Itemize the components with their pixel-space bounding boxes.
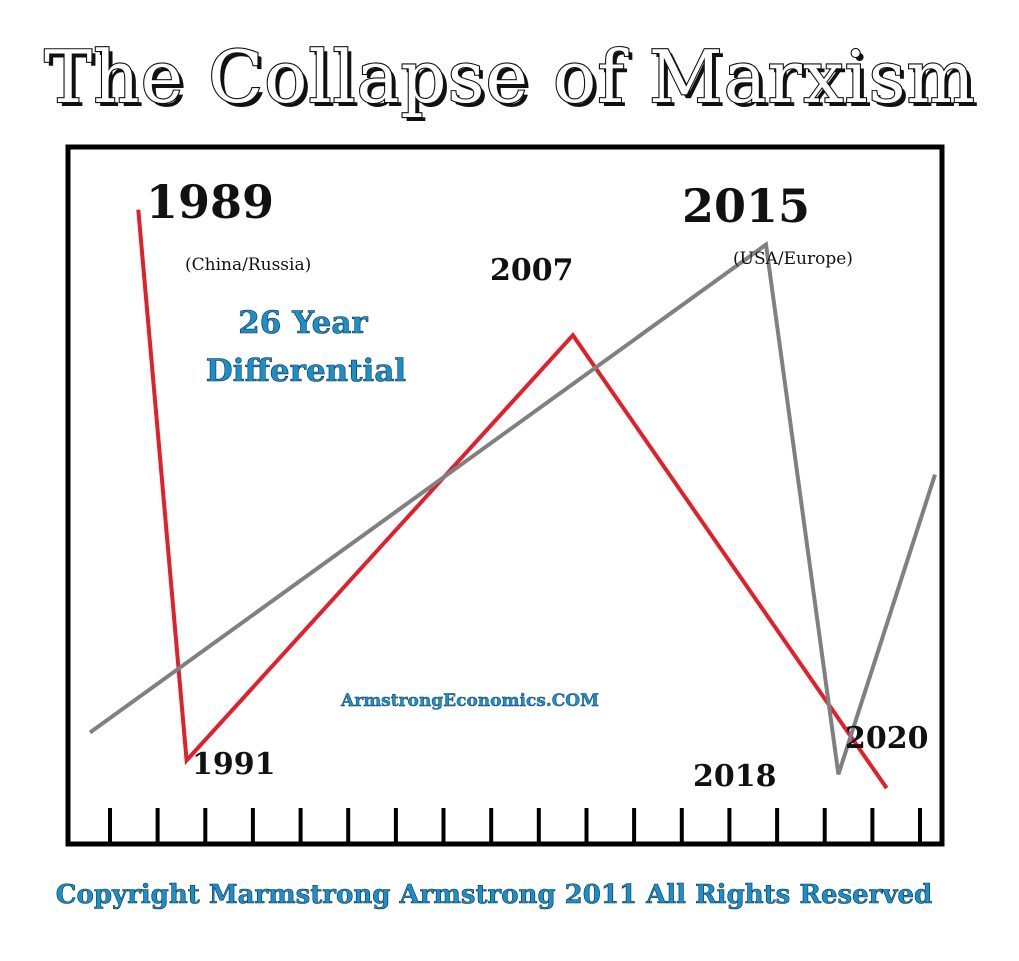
x-axis-ticks xyxy=(108,808,922,844)
label-2018: 2018 xyxy=(693,759,777,794)
annotation-line-2: Differential xyxy=(206,353,406,389)
series-line-2 xyxy=(88,241,937,775)
label-2015: 2015 xyxy=(682,179,810,233)
label-2020: 2020 xyxy=(845,721,929,756)
chart-title: The Collapse of Marxism xyxy=(44,35,976,119)
label-2007: 2007 xyxy=(490,253,574,288)
label-usa-europe: (USA/Europe) xyxy=(733,249,853,269)
chart-title-shadow: The Collapse of Marxism xyxy=(48,39,980,123)
site-watermark: ArmstrongEconomics.COM xyxy=(340,691,599,711)
label-china-russia: (China/Russia) xyxy=(185,255,311,275)
label-1989: 1989 xyxy=(146,175,274,229)
annotation-line-1: 26 Year xyxy=(238,305,368,341)
series-line-1 xyxy=(136,209,889,790)
label-1991: 1991 xyxy=(192,747,276,782)
series-layer xyxy=(88,209,937,790)
copyright-footer: Copyright Marmstrong Armstrong 2011 All … xyxy=(56,880,932,910)
plot-frame xyxy=(65,144,945,847)
